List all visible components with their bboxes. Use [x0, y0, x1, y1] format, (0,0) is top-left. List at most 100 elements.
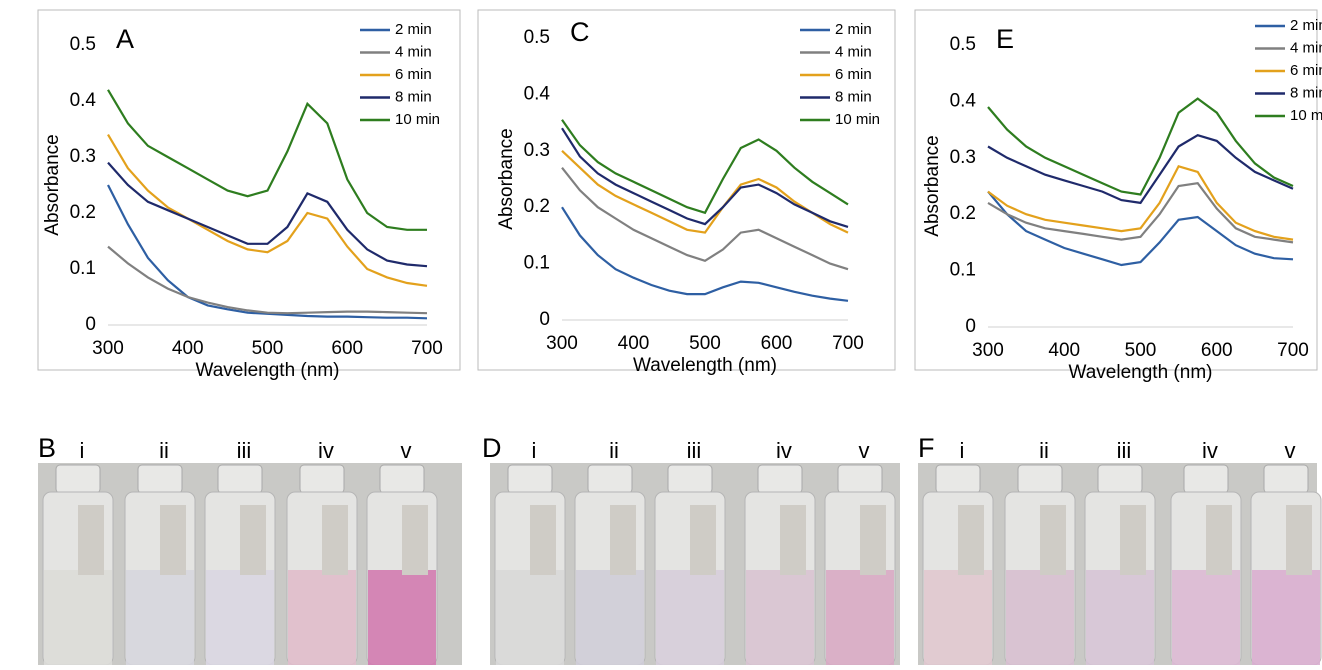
vial-label-patch — [958, 505, 984, 575]
legend-label: 8 min — [395, 88, 432, 105]
vial-liquid — [1172, 570, 1240, 665]
vial-liquid — [496, 570, 564, 665]
panel-label: F — [918, 433, 935, 463]
vial-label: v — [859, 438, 870, 463]
x-tick-label: 500 — [1125, 340, 1157, 361]
legend-label: 10 min — [395, 111, 440, 128]
vial-cap-thread — [667, 464, 713, 494]
y-tick-label: 0.4 — [524, 83, 551, 104]
vial-cap-thread — [935, 464, 981, 494]
vial-label-patch — [610, 505, 636, 575]
vial-liquid — [44, 570, 112, 665]
x-axis-label: Wavelength (nm) — [196, 360, 340, 381]
y-tick-label: 0.3 — [950, 147, 976, 168]
vial-liquid — [924, 570, 992, 665]
x-tick-label: 500 — [689, 333, 721, 354]
vial-label: ii — [609, 438, 619, 463]
legend-label: 8 min — [835, 88, 872, 105]
vial-label: ii — [159, 438, 169, 463]
vial-liquid — [206, 570, 274, 665]
spectrum-line — [561, 127, 849, 228]
y-tick-label: 0 — [85, 314, 96, 335]
legend-label: 6 min — [1290, 62, 1322, 79]
legend-label: 4 min — [1290, 39, 1322, 56]
y-tick-label: 0.3 — [524, 140, 550, 161]
panel-label: B — [38, 433, 56, 463]
legend-label: 6 min — [395, 66, 432, 83]
vial-cap-thread — [1017, 464, 1063, 494]
vial-cap-thread — [299, 464, 345, 494]
y-tick-label: 0.2 — [950, 203, 976, 224]
vial-label-patch — [1040, 505, 1066, 575]
x-tick-label: 500 — [252, 338, 284, 359]
vial-label: i — [960, 438, 965, 463]
vial-cap-thread — [1183, 464, 1229, 494]
y-axis-label: Absorbance — [42, 134, 63, 235]
vial-liquid — [1006, 570, 1074, 665]
vial-label-patch — [530, 505, 556, 575]
spectrum-line — [561, 119, 849, 215]
y-axis-label: Absorbance — [922, 135, 943, 236]
spectrum-line — [987, 134, 1294, 205]
x-tick-label: 600 — [1201, 340, 1233, 361]
vial-liquid — [656, 570, 724, 665]
y-tick-label: 0.3 — [70, 146, 96, 167]
vial-label: iv — [1202, 438, 1218, 463]
spectrum-line — [561, 167, 849, 271]
vial-cap-thread — [757, 464, 803, 494]
spectrum-line — [561, 206, 849, 302]
spectrum-line — [987, 190, 1294, 267]
vial-label-patch — [160, 505, 186, 575]
y-tick-label: 0.5 — [524, 27, 550, 48]
vial-label-patch — [1206, 505, 1232, 575]
legend-label: 2 min — [1290, 17, 1322, 34]
legend-label: 10 min — [835, 111, 880, 128]
x-tick-label: 700 — [411, 338, 443, 359]
vial-cap-thread — [507, 464, 553, 494]
vial-label: iv — [318, 438, 334, 463]
vial-cap-thread — [837, 464, 883, 494]
vial-cap-thread — [1263, 464, 1309, 494]
vial-label-patch — [322, 505, 348, 575]
vial-label-patch — [402, 505, 428, 575]
chart-frame — [37, 9, 461, 371]
legend-label: 6 min — [835, 66, 872, 83]
panel-label: C — [570, 17, 590, 47]
vial-label: i — [532, 438, 537, 463]
vial-label-patch — [1286, 505, 1312, 575]
y-tick-label: 0 — [965, 316, 976, 337]
y-tick-label: 0.1 — [524, 253, 550, 274]
vial-cap-thread — [587, 464, 633, 494]
vial-liquid — [826, 570, 894, 665]
vial-liquid — [576, 570, 644, 665]
y-tick-label: 0.1 — [950, 260, 976, 281]
x-tick-label: 400 — [618, 333, 650, 354]
vial-liquid — [1086, 570, 1154, 665]
x-tick-label: 700 — [832, 333, 864, 354]
vial-liquid — [368, 570, 436, 665]
vial-label: iii — [687, 438, 702, 463]
x-tick-label: 400 — [1048, 340, 1080, 361]
y-tick-label: 0.2 — [524, 196, 550, 217]
x-tick-label: 400 — [172, 338, 204, 359]
legend-label: 8 min — [1290, 84, 1322, 101]
spectrum-line — [107, 245, 428, 315]
spectrum-line — [107, 161, 428, 268]
vial-cap-thread — [1097, 464, 1143, 494]
vial-label: ii — [1039, 438, 1049, 463]
x-tick-label: 300 — [972, 340, 1004, 361]
spectrum-line — [107, 134, 428, 287]
legend-label: 2 min — [395, 21, 432, 38]
vial-liquid — [288, 570, 356, 665]
vial-cap-thread — [379, 464, 425, 494]
y-axis-label: Absorbance — [496, 128, 517, 229]
vial-label: v — [1285, 438, 1296, 463]
y-tick-label: 0.4 — [950, 90, 977, 111]
vial-label: v — [401, 438, 412, 463]
vial-cap-thread — [137, 464, 183, 494]
y-tick-label: 0.2 — [70, 202, 96, 223]
vial-label-patch — [1120, 505, 1146, 575]
legend-label: 4 min — [395, 43, 432, 60]
vial-liquid — [126, 570, 194, 665]
